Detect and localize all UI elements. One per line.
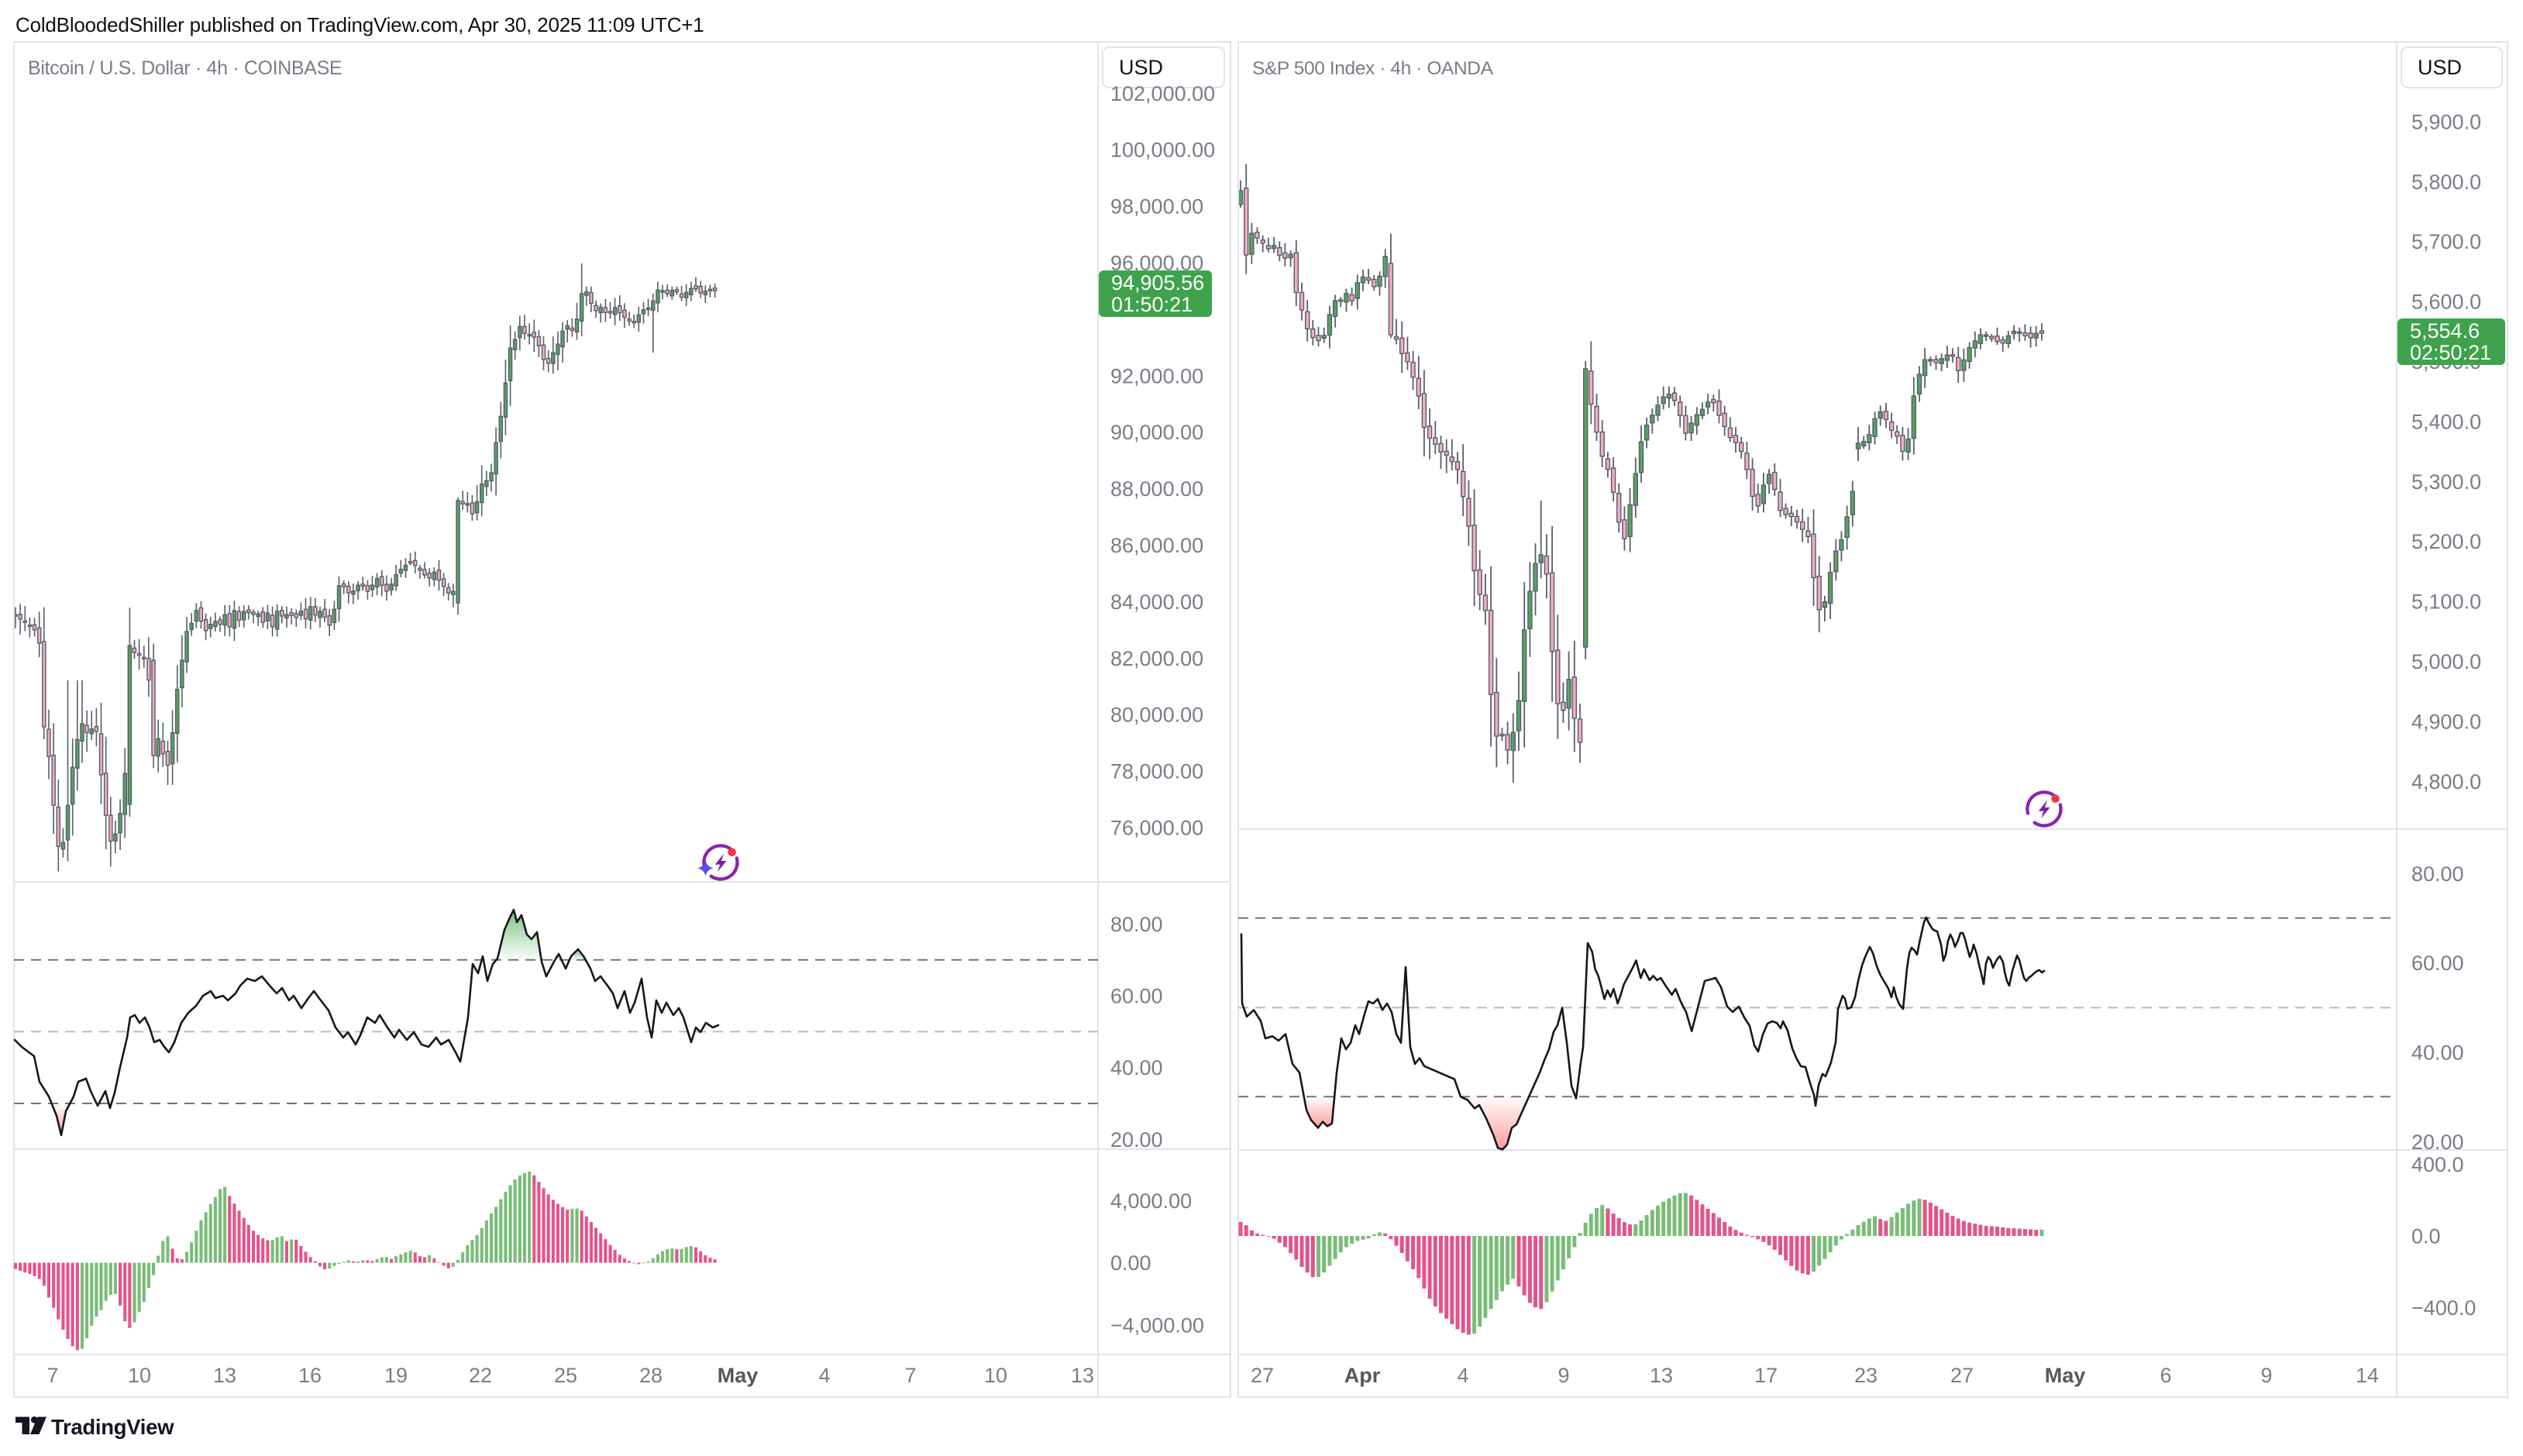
svg-text:0.00: 0.00 [1110, 1251, 1151, 1275]
svg-text:400.0: 400.0 [2411, 1153, 2464, 1176]
svg-text:102,000.00: 102,000.00 [1110, 82, 1215, 105]
svg-text:May: May [2045, 1364, 2086, 1387]
svg-text:27: 27 [1950, 1364, 1974, 1387]
svg-text:100,000.00: 100,000.00 [1110, 139, 1215, 162]
svg-text:13: 13 [213, 1364, 236, 1387]
svg-text:86,000.00: 86,000.00 [1110, 534, 1203, 557]
svg-text:92,000.00: 92,000.00 [1110, 364, 1203, 387]
svg-text:14: 14 [2356, 1364, 2379, 1387]
svg-text:4,800.0: 4,800.0 [2411, 770, 2481, 793]
svg-text:22: 22 [469, 1364, 492, 1387]
svg-text:4,900.0: 4,900.0 [2411, 710, 2481, 733]
svg-text:80.00: 80.00 [2411, 862, 2464, 886]
svg-text:4,000.00: 4,000.00 [1110, 1189, 1192, 1213]
svg-text:10: 10 [128, 1364, 151, 1387]
svg-text:ColdBloodedShiller published o: ColdBloodedShiller published on TradingV… [15, 13, 704, 36]
svg-text:5,100.0: 5,100.0 [2411, 590, 2481, 614]
svg-text:88,000.00: 88,000.00 [1110, 477, 1203, 501]
svg-text:9: 9 [1558, 1364, 1569, 1387]
svg-text:82,000.00: 82,000.00 [1110, 647, 1203, 670]
svg-text:80.00: 80.00 [1110, 913, 1163, 936]
svg-text:80,000.00: 80,000.00 [1110, 704, 1203, 727]
svg-text:90,000.00: 90,000.00 [1110, 421, 1203, 444]
svg-text:5,000.0: 5,000.0 [2411, 650, 2481, 673]
svg-text:4: 4 [818, 1364, 830, 1387]
svg-text:78,000.00: 78,000.00 [1110, 760, 1203, 783]
svg-text:10: 10 [984, 1364, 1007, 1387]
svg-text:94,905.56: 94,905.56 [1111, 271, 1204, 294]
svg-text:5,300.0: 5,300.0 [2411, 470, 2481, 494]
svg-text:6: 6 [2160, 1364, 2171, 1387]
svg-text:02:50:21: 02:50:21 [2410, 341, 2491, 364]
svg-text:17: 17 [1754, 1364, 1778, 1387]
svg-text:27: 27 [1251, 1364, 1274, 1387]
svg-text:16: 16 [298, 1364, 322, 1387]
svg-text:−400.0: −400.0 [2411, 1296, 2476, 1320]
svg-text:7: 7 [904, 1364, 916, 1387]
svg-text:25: 25 [554, 1364, 577, 1387]
svg-text:5,600.0: 5,600.0 [2411, 291, 2481, 314]
svg-text:0.0: 0.0 [2411, 1225, 2441, 1248]
svg-text:60.00: 60.00 [1110, 985, 1163, 1008]
svg-text:5,200.0: 5,200.0 [2411, 530, 2481, 553]
svg-text:40.00: 40.00 [1110, 1056, 1163, 1079]
svg-text:Apr: Apr [1344, 1364, 1381, 1387]
svg-text:9: 9 [2260, 1364, 2272, 1387]
svg-text:84,000.00: 84,000.00 [1110, 590, 1203, 614]
svg-text:5,554.6: 5,554.6 [2410, 319, 2480, 342]
svg-text:4: 4 [1457, 1364, 1468, 1387]
svg-text:20.00: 20.00 [1110, 1128, 1163, 1151]
svg-text:76,000.00: 76,000.00 [1110, 817, 1203, 840]
svg-text:19: 19 [384, 1364, 408, 1387]
svg-text:S&P 500 Index · 4h · OANDA: S&P 500 Index · 4h · OANDA [1252, 58, 1494, 79]
svg-text:TradingView: TradingView [51, 1415, 174, 1439]
svg-text:28: 28 [639, 1364, 663, 1387]
svg-text:98,000.00: 98,000.00 [1110, 195, 1203, 219]
svg-text:May: May [718, 1364, 759, 1387]
svg-text:01:50:21: 01:50:21 [1111, 293, 1193, 316]
svg-text:USD: USD [1119, 56, 1163, 79]
svg-text:5,400.0: 5,400.0 [2411, 410, 2481, 433]
svg-text:Bitcoin / U.S. Dollar · 4h · C: Bitcoin / U.S. Dollar · 4h · COINBASE [28, 57, 342, 79]
svg-text:23: 23 [1854, 1364, 1878, 1387]
svg-text:USD: USD [2418, 56, 2462, 79]
svg-text:5,800.0: 5,800.0 [2411, 170, 2481, 194]
svg-text:40.00: 40.00 [2411, 1041, 2464, 1065]
svg-text:20.00: 20.00 [2411, 1131, 2464, 1154]
svg-text:60.00: 60.00 [2411, 952, 2464, 975]
svg-text:−4,000.00: −4,000.00 [1110, 1313, 1204, 1337]
svg-text:13: 13 [1071, 1364, 1094, 1387]
svg-text:5,900.0: 5,900.0 [2411, 110, 2481, 133]
svg-text:13: 13 [1650, 1364, 1673, 1387]
svg-text:5,700.0: 5,700.0 [2411, 230, 2481, 253]
svg-text:7: 7 [46, 1364, 58, 1387]
